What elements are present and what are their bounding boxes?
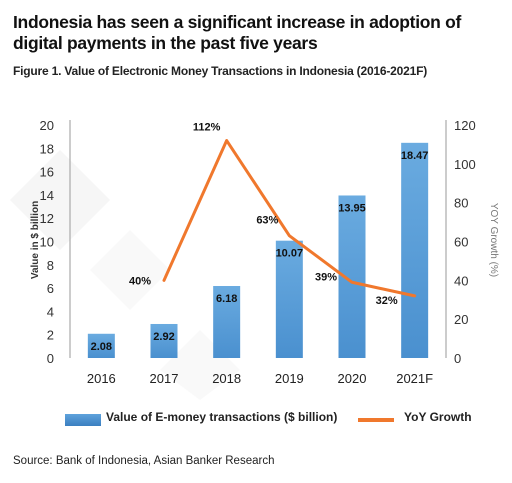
y-tick-label: 20 <box>40 118 54 133</box>
y-tick-label: 14 <box>40 188 54 203</box>
growth-value-label: 39% <box>315 271 337 283</box>
legend-line-label: YoY Growth <box>404 410 472 424</box>
bar-value-label: 18.47 <box>401 150 429 162</box>
chart-headline: Indonesia has seen a significant increas… <box>13 12 462 53</box>
y-tick-label: 0 <box>47 351 54 366</box>
bar-value-label: 13.95 <box>338 202 366 214</box>
source-note: Source: Bank of Indonesia, Asian Banker … <box>13 455 275 467</box>
x-tick-label: 2019 <box>275 371 304 386</box>
x-tick-label: 2017 <box>150 371 179 386</box>
x-tick-label: 2020 <box>338 371 367 386</box>
x-axis-ticks: 2016 2017 2018 2019 2020 2021F <box>87 371 433 386</box>
bar-value-label: 6.18 <box>216 293 237 305</box>
y-tick-label: 8 <box>47 258 54 273</box>
legend-bar-label: Value of E-money transactions ($ billion… <box>106 410 338 424</box>
legend-bar-swatch <box>65 414 101 426</box>
growth-value-label: 63% <box>256 215 278 227</box>
bar <box>87 333 115 358</box>
bar-value-label: 2.92 <box>153 331 174 343</box>
y2-tick-label: 100 <box>454 157 476 172</box>
bar <box>401 142 429 358</box>
y-tick-label: 12 <box>40 211 54 226</box>
growth-line <box>162 139 417 298</box>
y-tick-label: 4 <box>47 304 54 319</box>
legend-line-swatch <box>358 418 394 422</box>
bar <box>150 323 178 358</box>
y2-tick-label: 0 <box>454 351 461 366</box>
bar-value-label: 2.08 <box>91 341 112 353</box>
growth-line-series <box>162 139 417 298</box>
x-tick-label: 2016 <box>87 371 116 386</box>
y2-tick-label: 20 <box>454 312 468 327</box>
growth-line-labels: 40% 112% 63% 39% 32% <box>129 122 398 307</box>
x-tick-label: 2018 <box>212 371 241 386</box>
bar <box>213 286 241 358</box>
x-tick-label: 2021F <box>396 371 433 386</box>
bar-value-label: 10.07 <box>276 248 304 260</box>
y-tick-label: 6 <box>47 281 54 296</box>
growth-value-label: 40% <box>129 275 151 287</box>
y-tick-label: 16 <box>40 165 54 180</box>
growth-value-label: 32% <box>376 295 398 307</box>
y2-tick-label: 40 <box>454 273 468 288</box>
y2-tick-label: 120 <box>454 118 476 133</box>
y2-tick-label: 80 <box>454 196 468 211</box>
right-axis-ticks: 0 20 40 60 80 100 120 <box>454 118 476 366</box>
left-axis-ticks: 0 2 4 6 8 10 12 14 16 18 20 <box>40 118 54 366</box>
y-tick-label: 2 <box>47 328 54 343</box>
y-tick-label: 18 <box>40 141 54 156</box>
bar-labels: 2.08 2.92 6.18 10.07 13.95 18.47 <box>91 150 429 353</box>
figure-caption: Figure 1. Value of Electronic Money Tran… <box>13 64 427 78</box>
growth-value-label: 112% <box>193 122 221 134</box>
y2-tick-label: 60 <box>454 235 468 250</box>
right-axis-title: YOY Growth (%) <box>488 203 499 277</box>
y-tick-label: 10 <box>40 235 54 250</box>
bar <box>275 240 303 358</box>
background-decoration <box>10 150 240 400</box>
left-axis-title: Value in $ billion <box>30 201 41 279</box>
